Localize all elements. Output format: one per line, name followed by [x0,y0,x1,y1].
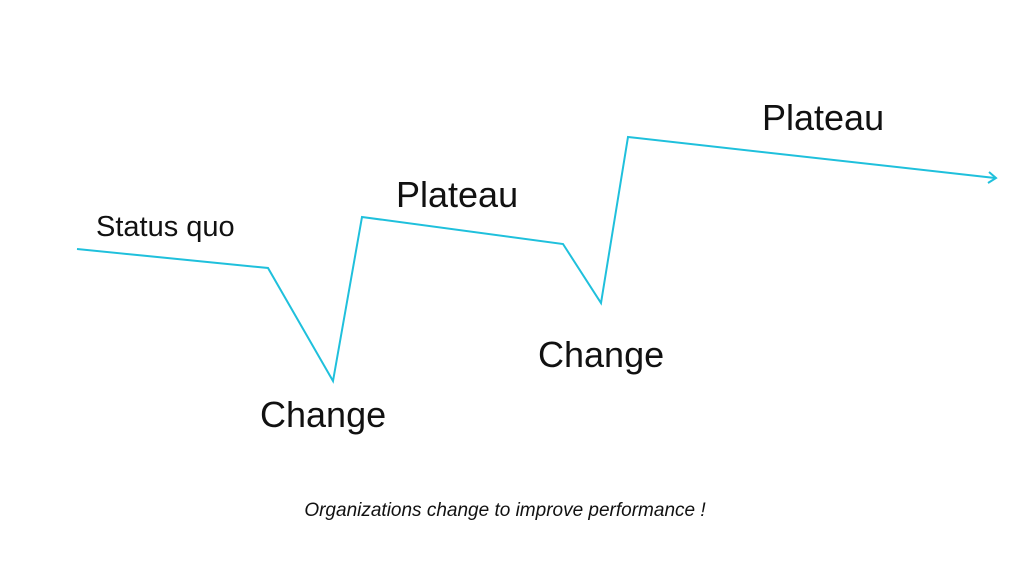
label-plateau-1: Plateau [396,174,519,215]
label-change-1: Change [260,394,387,435]
label-status-quo: Status quo [96,211,235,243]
caption: Organizations change to improve performa… [304,500,706,521]
performance-path [76,135,996,384]
label-change-2: Change [538,334,665,375]
arrowhead-icon [987,171,998,184]
label-plateau-2: Plateau [762,97,885,138]
